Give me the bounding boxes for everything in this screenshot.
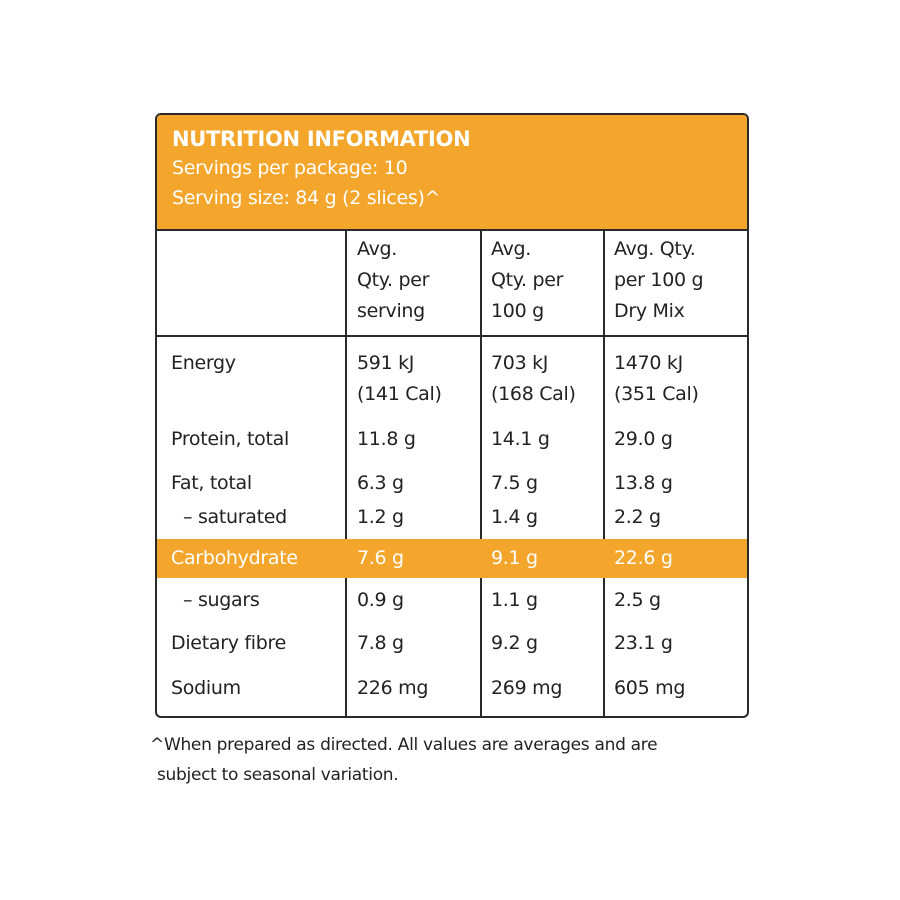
nutrition-table: NUTRITION INFORMATION Servings per packa…	[155, 113, 749, 718]
row-divider	[157, 335, 747, 337]
serving-size: Serving size: 84 g (2 slices)^	[172, 187, 441, 209]
column-divider	[480, 229, 482, 716]
cell: 14.1 g	[491, 428, 550, 450]
cell: 11.8 g	[357, 428, 416, 450]
row-label: Fat, total	[171, 472, 252, 494]
column-header: 100 g	[491, 300, 544, 322]
column-header: per 100 g	[614, 269, 704, 291]
row-label: Dietary fibre	[171, 632, 286, 654]
cell: 2.5 g	[614, 589, 661, 611]
column-divider	[603, 229, 605, 716]
row-label: Protein, total	[171, 428, 289, 450]
footnote: subject to seasonal variation.	[157, 765, 399, 785]
row-label: Sodium	[171, 677, 241, 699]
cell: 703 kJ	[491, 352, 549, 374]
cell: 605 mg	[614, 677, 686, 699]
column-header: Avg. Qty.	[614, 238, 696, 260]
cell: 9.2 g	[491, 632, 538, 654]
cell: 1.2 g	[357, 506, 404, 528]
servings: Servings per package: 10	[172, 157, 408, 179]
cell: 23.1 g	[614, 632, 673, 654]
cell: 1.1 g	[491, 589, 538, 611]
row-label: – sugars	[183, 589, 260, 611]
highlight-row	[157, 539, 747, 578]
cell: 269 mg	[491, 677, 563, 699]
column-header: Qty. per	[491, 269, 564, 291]
cell: 591 kJ	[357, 352, 415, 374]
row-label: Carbohydrate	[171, 547, 298, 569]
cell: (351 Cal)	[614, 383, 699, 405]
cell: 1470 kJ	[614, 352, 683, 374]
cell: 22.6 g	[614, 547, 673, 569]
cell: 1.4 g	[491, 506, 538, 528]
row-label: Energy	[171, 352, 236, 374]
cell: (141 Cal)	[357, 383, 442, 405]
column-header: serving	[357, 300, 425, 322]
cell: 2.2 g	[614, 506, 661, 528]
cell: (168 Cal)	[491, 383, 576, 405]
cell: 7.5 g	[491, 472, 538, 494]
column-header: Avg.	[357, 238, 398, 260]
column-header: Dry Mix	[614, 300, 685, 322]
table-header: NUTRITION INFORMATION Servings per packa…	[157, 115, 747, 231]
cell: 226 mg	[357, 677, 429, 699]
footnote: ^When prepared as directed. All values a…	[150, 735, 658, 755]
cell: 9.1 g	[491, 547, 538, 569]
cell: 6.3 g	[357, 472, 404, 494]
column-header: Avg.	[491, 238, 532, 260]
cell: 7.8 g	[357, 632, 404, 654]
cell: 0.9 g	[357, 589, 404, 611]
cell: 29.0 g	[614, 428, 673, 450]
title: NUTRITION INFORMATION	[172, 127, 471, 151]
cell: 7.6 g	[357, 547, 404, 569]
row-label: – saturated	[183, 506, 287, 528]
cell: 13.8 g	[614, 472, 673, 494]
column-divider	[345, 229, 347, 716]
column-header: Qty. per	[357, 269, 430, 291]
